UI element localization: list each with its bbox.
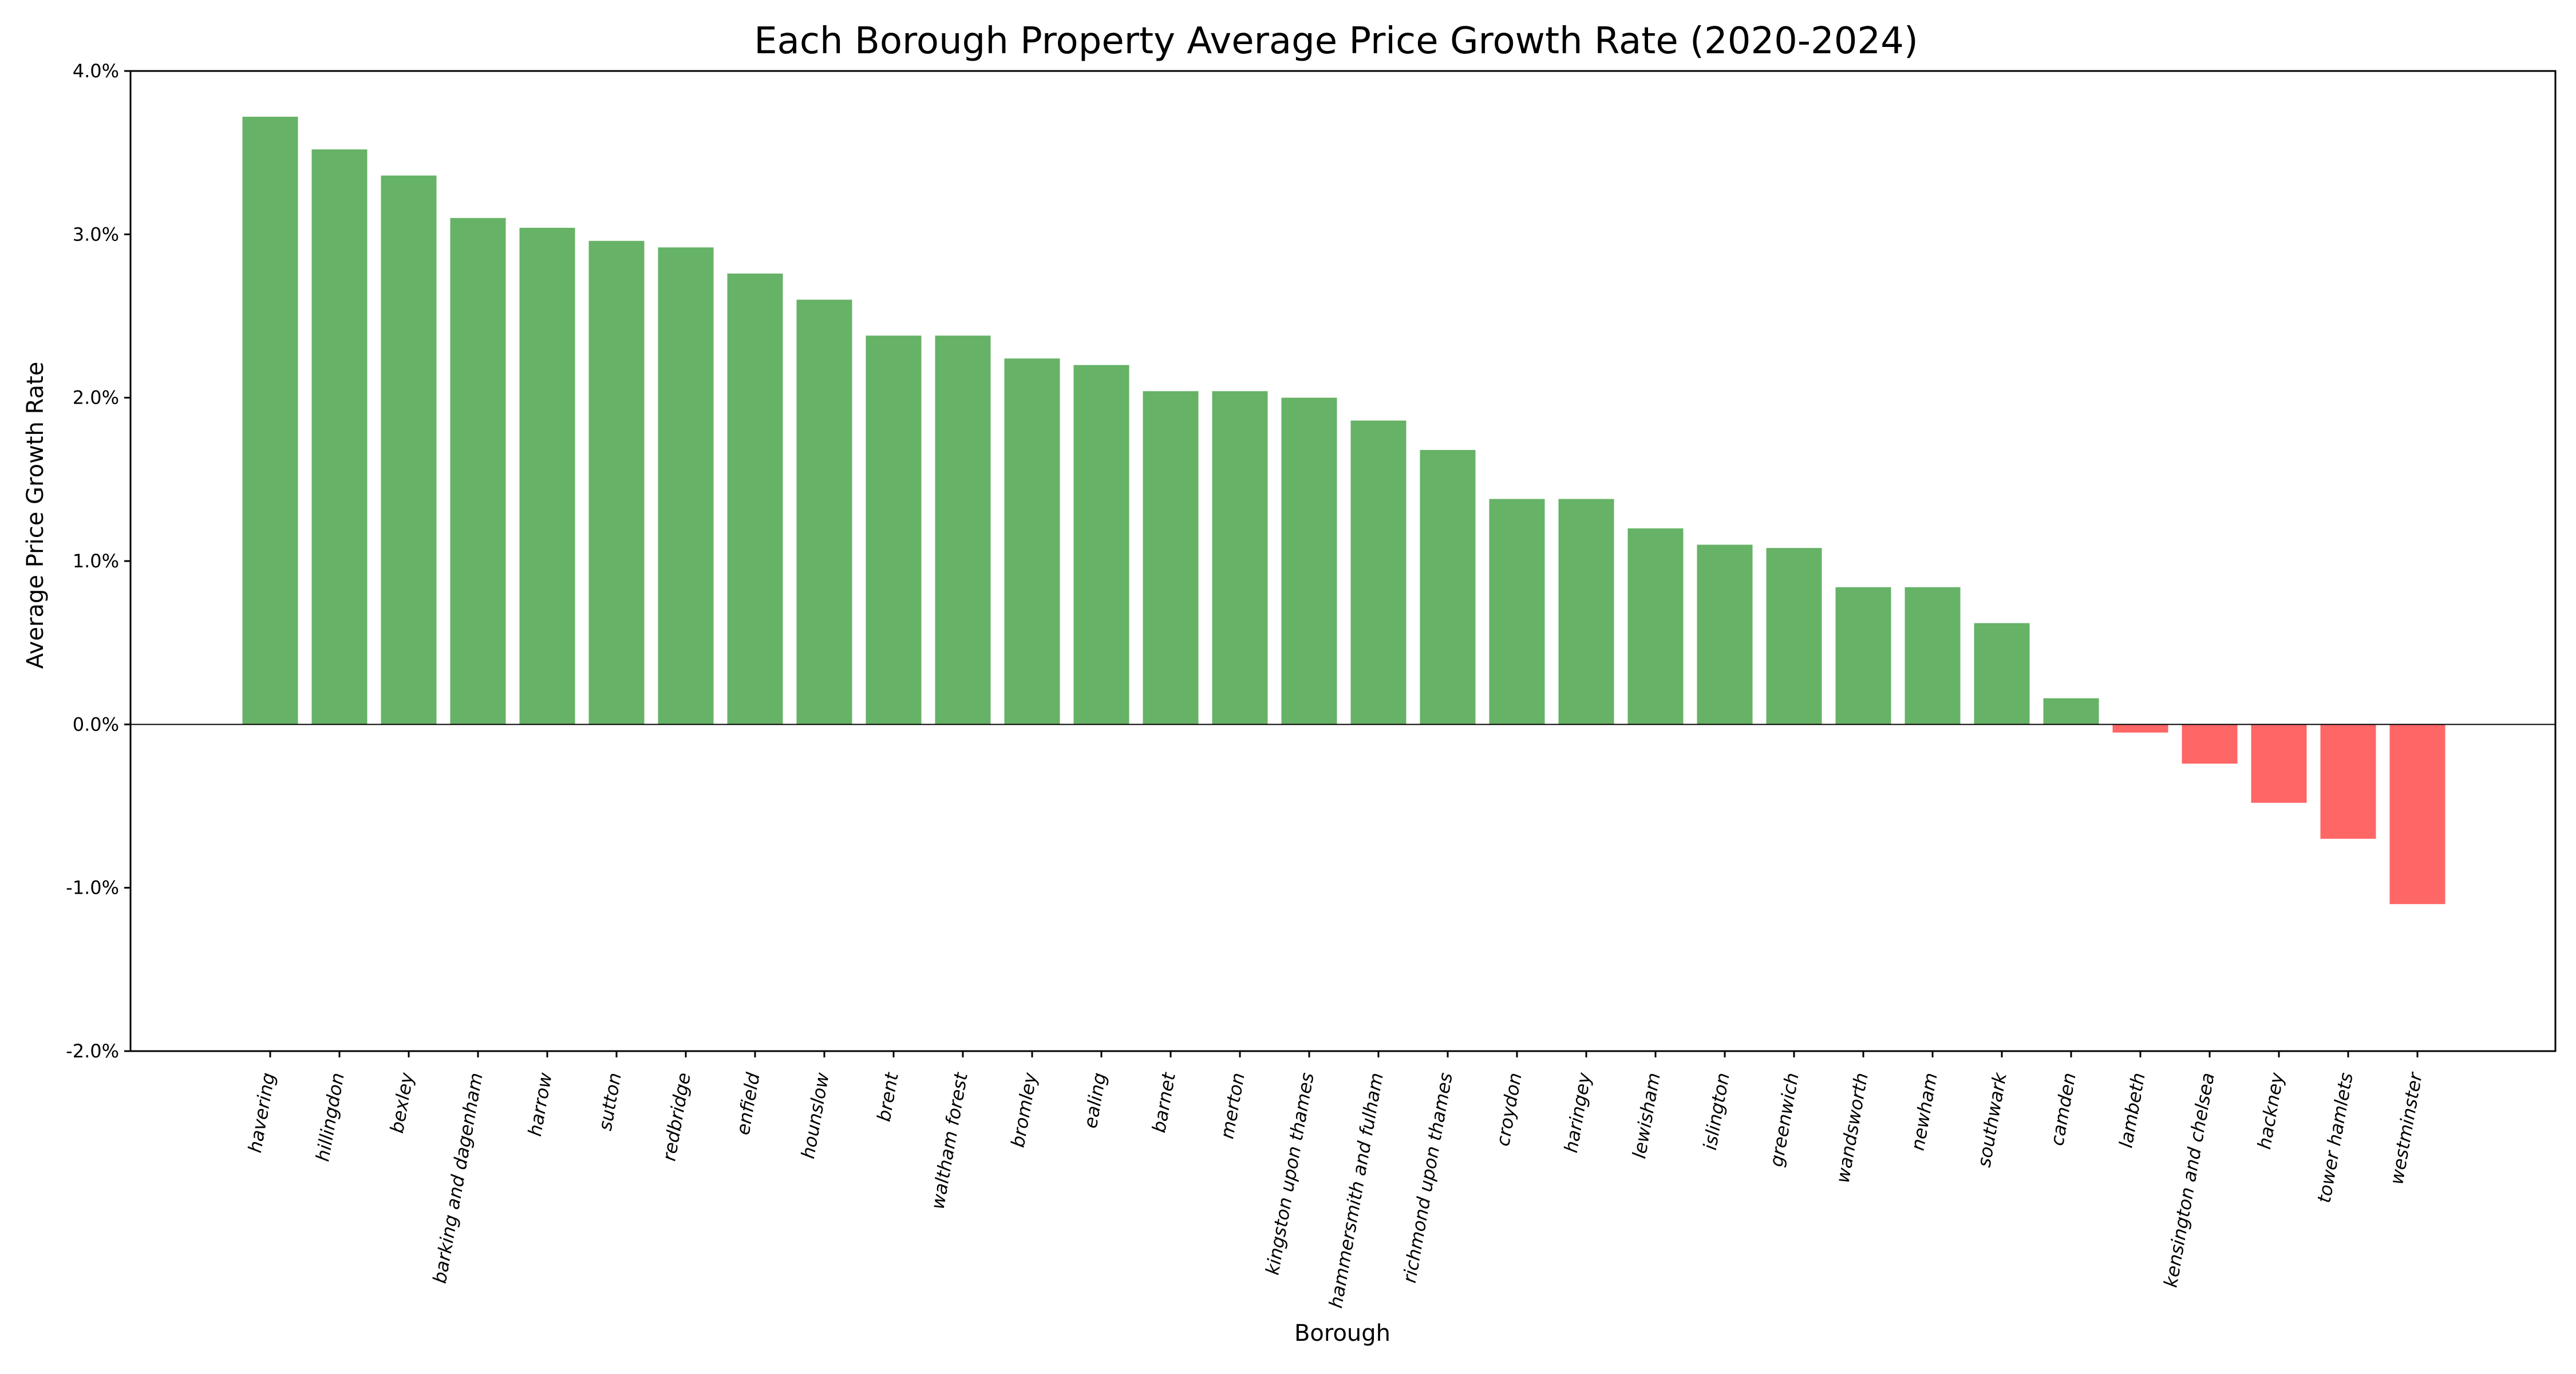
y-tick-label: 0.0% bbox=[73, 713, 119, 735]
bar-bromley bbox=[1004, 358, 1060, 725]
bar-newham bbox=[1905, 587, 1961, 725]
x-tick-label: barking and dagenham bbox=[429, 1071, 487, 1285]
x-tick-label: islington bbox=[1699, 1071, 1734, 1152]
y-tick-label: -2.0% bbox=[66, 1040, 119, 1062]
bar-sutton bbox=[588, 240, 645, 725]
bars-layer bbox=[242, 116, 2445, 905]
y-tick-label: 3.0% bbox=[73, 223, 119, 245]
x-tick-label: camden bbox=[2046, 1071, 2080, 1147]
x-tick-label: merton bbox=[1216, 1071, 1249, 1140]
bar-haringey bbox=[1558, 499, 1614, 725]
x-tick-label: kingston upon thames bbox=[1261, 1071, 1318, 1277]
x-tick-label: hackney bbox=[2253, 1071, 2288, 1151]
plot-area-frame bbox=[129, 70, 2557, 1052]
bar-merton bbox=[1212, 391, 1268, 725]
bar-hillingdon bbox=[311, 149, 368, 725]
bar-southwark bbox=[1974, 623, 2030, 725]
bar-islington bbox=[1697, 544, 1753, 725]
x-tick-label: enfield bbox=[732, 1071, 764, 1136]
x-tick-label: westminster bbox=[2385, 1070, 2427, 1186]
bar-westminster bbox=[2389, 724, 2445, 905]
x-tick-label: sutton bbox=[594, 1071, 626, 1132]
bar-lambeth bbox=[2112, 724, 2168, 733]
bar-richmond-upon-thames bbox=[1420, 449, 1476, 725]
x-tick-label: harrow bbox=[524, 1071, 556, 1138]
y-axis-label: Average Price Growth Rate bbox=[22, 362, 49, 669]
x-tick-label: lambeth bbox=[2115, 1071, 2149, 1150]
bar-wandsworth bbox=[1835, 587, 1891, 725]
x-tick-label: wandsworth bbox=[1832, 1071, 1872, 1185]
y-axis-ticks: -2.0% -1.0% 0.0% 1.0% 2.0% 3.0% 4.0% bbox=[66, 60, 131, 1062]
x-tick-label: newham bbox=[1907, 1071, 1942, 1152]
x-tick-label: barnet bbox=[1148, 1070, 1180, 1134]
bar-kingston-upon-thames bbox=[1281, 397, 1337, 725]
bar-ealing bbox=[1073, 365, 1129, 725]
x-tick-label: greenwich bbox=[1765, 1071, 1803, 1168]
x-tick-label: hillingdon bbox=[311, 1071, 349, 1163]
y-tick-label: -1.0% bbox=[66, 877, 119, 899]
x-tick-label: bromley bbox=[1007, 1071, 1041, 1149]
bar-hounslow bbox=[796, 299, 852, 725]
bar-bexley bbox=[381, 175, 437, 725]
bar-croydon bbox=[1489, 499, 1545, 725]
x-tick-label: hounslow bbox=[797, 1071, 833, 1160]
x-tick-label: southwark bbox=[1973, 1070, 2011, 1168]
x-tick-label: bexley bbox=[386, 1071, 418, 1135]
bar-barnet bbox=[1143, 391, 1199, 725]
bar-enfield bbox=[727, 273, 783, 725]
bar-lewisham bbox=[1627, 528, 1684, 725]
x-tick-label: redbridge bbox=[658, 1071, 694, 1163]
bar-greenwich bbox=[1766, 548, 1822, 725]
bar-harrow bbox=[519, 227, 575, 725]
bar-hammersmith-and-fulham bbox=[1350, 420, 1406, 725]
bar-kensington-and-chelsea bbox=[2182, 724, 2238, 764]
bar-redbridge bbox=[658, 247, 714, 725]
bar-tower-hamlets bbox=[2320, 724, 2376, 839]
x-tick-label: croydon bbox=[1492, 1071, 1526, 1148]
y-tick-label: 2.0% bbox=[73, 387, 119, 409]
chart-title: Each Borough Property Average Price Grow… bbox=[754, 20, 1918, 62]
x-tick-label: ealing bbox=[1079, 1071, 1110, 1130]
x-tick-label: haringey bbox=[1560, 1071, 1595, 1155]
x-tick-label: brent bbox=[873, 1070, 903, 1123]
bar-havering bbox=[242, 116, 298, 725]
x-tick-label: kensington and chelsea bbox=[2159, 1071, 2218, 1289]
x-axis-label: Borough bbox=[1294, 1320, 1390, 1347]
y-tick-label: 1.0% bbox=[73, 550, 119, 572]
bar-camden bbox=[2043, 698, 2099, 725]
bar-brent bbox=[866, 335, 922, 725]
bar-waltham-forest bbox=[935, 335, 991, 725]
y-tick-label: 4.0% bbox=[73, 60, 119, 82]
bar-hackney bbox=[2251, 724, 2307, 803]
x-tick-label: lewisham bbox=[1628, 1071, 1665, 1160]
x-tick-label: havering bbox=[244, 1071, 279, 1155]
x-tick-label: tower hamlets bbox=[2313, 1071, 2357, 1205]
x-tick-label: waltham forest bbox=[927, 1070, 973, 1211]
bar-barking-and-dagenham bbox=[450, 218, 506, 725]
x-tick-label: hammersmith and fulham bbox=[1325, 1071, 1388, 1310]
x-tick-label: richmond upon thames bbox=[1398, 1071, 1457, 1285]
x-axis-ticks: havering hillingdon bexley barking and dage… bbox=[244, 1051, 2427, 1310]
